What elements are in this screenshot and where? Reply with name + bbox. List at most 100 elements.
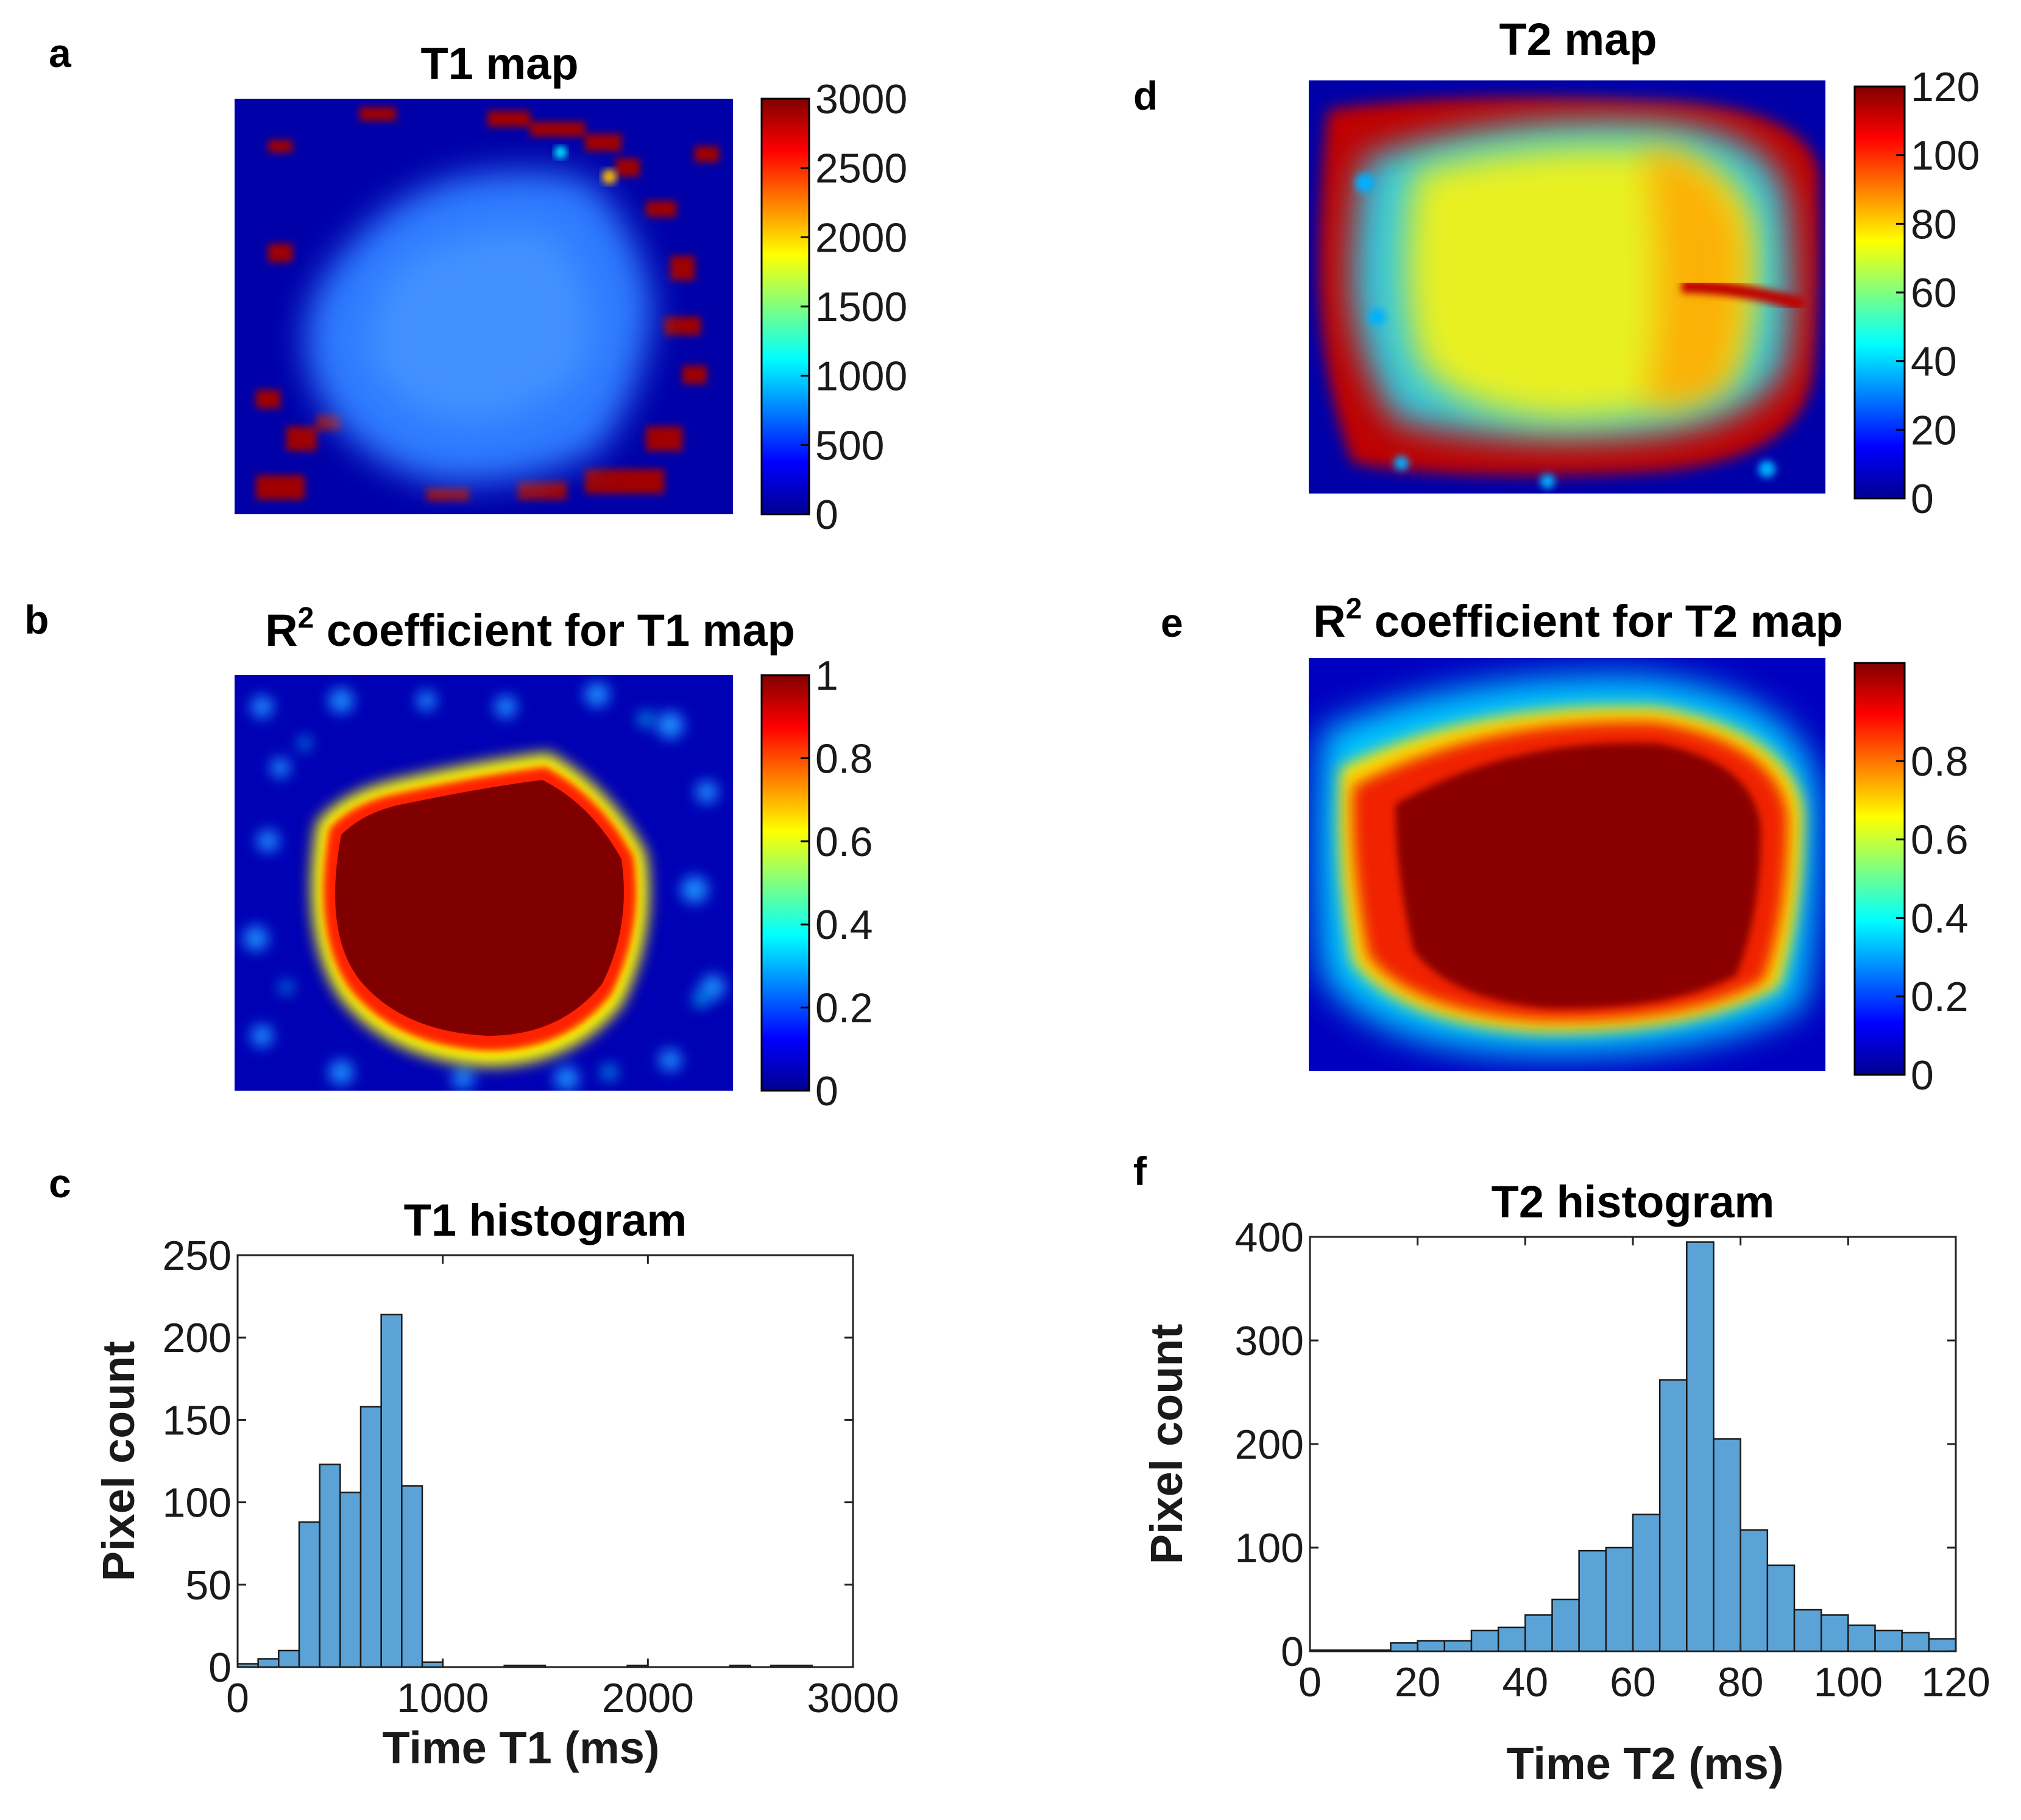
histogram-bar bbox=[503, 1665, 526, 1668]
y-tick-label: 50 bbox=[185, 1562, 232, 1609]
histogram-bar bbox=[1847, 1624, 1876, 1652]
histogram-bar bbox=[319, 1464, 341, 1668]
histogram-bar bbox=[380, 1314, 403, 1668]
panel-b: b R2 coefficient for T1 map bbox=[24, 597, 873, 1114]
histogram-bar bbox=[729, 1665, 751, 1668]
panel-label-a: a bbox=[49, 30, 72, 76]
histogram-bar bbox=[1766, 1564, 1796, 1652]
colorbar-tick-label: 1000 bbox=[815, 353, 907, 400]
x-tick-label: 3000 bbox=[807, 1675, 899, 1721]
t1-map-title: T1 map bbox=[420, 38, 578, 89]
colorbar-tick-label: 0.4 bbox=[1911, 895, 1969, 941]
colorbar-tick-label: 20 bbox=[1911, 407, 1957, 453]
panel-label-f: f bbox=[1133, 1149, 1147, 1194]
colorbar-tick-label: 0 bbox=[815, 1068, 838, 1114]
histogram-bar bbox=[1740, 1529, 1769, 1652]
histogram-bar bbox=[339, 1492, 362, 1668]
r2-t1-title-r: R bbox=[265, 605, 297, 656]
histogram-bar bbox=[1793, 1609, 1822, 1652]
panel-label-e: e bbox=[1161, 600, 1183, 645]
histogram-bar bbox=[1820, 1614, 1849, 1652]
y-tick-label: 300 bbox=[1235, 1318, 1304, 1364]
r2-t2-colorbar bbox=[1853, 662, 1906, 1076]
panel-c: c T1 histogram 0 1000 2000 3000 0 50 100 150 200 2… bbox=[49, 1161, 899, 1773]
colorbar-tick-label: 100 bbox=[1911, 133, 1980, 179]
x-tick-label: 80 bbox=[1718, 1659, 1764, 1705]
histogram-bar bbox=[1686, 1241, 1715, 1652]
r2-t1-title-sup: 2 bbox=[298, 602, 314, 634]
panel-a: a T1 map 300 bbox=[49, 30, 907, 538]
histogram-bar bbox=[626, 1665, 649, 1668]
histogram-bar bbox=[1417, 1640, 1446, 1652]
r2-t1-colorbar bbox=[760, 674, 810, 1092]
t2-colorbar-ticks: 120 100 80 60 40 20 0 bbox=[1896, 64, 1980, 522]
y-tick-label: 400 bbox=[1235, 1214, 1304, 1261]
histogram-bar bbox=[524, 1665, 547, 1668]
histogram-bar bbox=[401, 1485, 423, 1668]
panel-label-b: b bbox=[24, 597, 49, 642]
colorbar-tick-label: 60 bbox=[1911, 270, 1957, 316]
histogram-bar bbox=[1713, 1438, 1741, 1652]
colorbar-tick-label: 3000 bbox=[815, 76, 907, 122]
x-tick-label: 0 bbox=[226, 1675, 249, 1721]
r2-t1-title-rest: coefficient for T1 map bbox=[314, 605, 795, 656]
histogram-bar bbox=[1336, 1649, 1365, 1652]
panel-label-d: d bbox=[1133, 73, 1158, 118]
r2-t2-title-rest: coefficient for T2 map bbox=[1362, 596, 1842, 646]
colorbar-tick-label: 1 bbox=[815, 653, 838, 699]
bar-series bbox=[236, 1314, 813, 1668]
colorbar-tick-label: 2000 bbox=[815, 214, 907, 261]
colorbar-tick-label: 0.6 bbox=[1911, 817, 1969, 863]
colorbar-tick-label: 0.8 bbox=[1911, 738, 1969, 785]
chart-title: T1 histogram bbox=[404, 1195, 687, 1245]
histogram-bar bbox=[1605, 1546, 1634, 1652]
histogram-bar bbox=[1928, 1638, 1957, 1652]
histogram-bar bbox=[257, 1658, 280, 1668]
x-tick-label: 120 bbox=[1921, 1659, 1990, 1705]
t2-map-title: T2 map bbox=[1499, 14, 1657, 65]
r2-t1-map-image bbox=[235, 675, 733, 1091]
histogram-bar bbox=[1363, 1649, 1392, 1652]
r2-t1-colorbar-ticks: 1 0.8 0.6 0.4 0.2 0 bbox=[801, 653, 873, 1114]
colorbar-tick-label: 0.4 bbox=[815, 902, 873, 948]
x-tick-label: 2000 bbox=[602, 1675, 694, 1721]
histogram-bar bbox=[1632, 1514, 1661, 1652]
panel-f: f T2 histogram 0 20 40 60 80 100 120 0 100 200 300 4… bbox=[1133, 1149, 1991, 1789]
panel-d: d T2 map 120 100 80 60 40 20 0 bbox=[1133, 14, 1980, 522]
chart-title: T2 histogram bbox=[1492, 1177, 1775, 1227]
r2-t1-title: R2 coefficient for T1 map bbox=[265, 602, 795, 656]
bar-series bbox=[1309, 1241, 1957, 1652]
colorbar-tick-label: 0.6 bbox=[815, 819, 873, 865]
colorbar-tick-label: 40 bbox=[1911, 339, 1957, 385]
histogram-bar bbox=[1497, 1626, 1526, 1652]
y-tick-label: 100 bbox=[1235, 1525, 1304, 1571]
x-tick-label: 20 bbox=[1395, 1659, 1441, 1705]
t2-map-image bbox=[1309, 80, 1825, 494]
y-tick-label: 0 bbox=[1281, 1629, 1304, 1675]
x-tick-label: 100 bbox=[1814, 1659, 1883, 1705]
colorbar-tick-label: 1500 bbox=[815, 284, 907, 330]
colorbar-tick-label: 0.8 bbox=[815, 735, 873, 782]
y-axis-label: Pixel count bbox=[93, 1341, 144, 1582]
x-axis-label: Time T2 (ms) bbox=[1506, 1738, 1783, 1789]
histogram-bar bbox=[298, 1521, 320, 1668]
y-tick-label: 150 bbox=[163, 1397, 232, 1443]
histogram-bar bbox=[770, 1665, 793, 1668]
colorbar-tick-label: 0.2 bbox=[815, 985, 873, 1032]
histogram-bar bbox=[1443, 1640, 1473, 1652]
x-axis-label: Time T1 (ms) bbox=[382, 1723, 659, 1773]
t2-histogram: T2 histogram 0 20 40 60 80 100 120 0 100 200 300 400… bbox=[1141, 1177, 1991, 1789]
colorbar-tick-label: 500 bbox=[815, 422, 884, 469]
histogram-bar bbox=[1658, 1379, 1688, 1652]
y-tick-label: 100 bbox=[163, 1480, 232, 1526]
y-axis-label: Pixel count bbox=[1141, 1324, 1192, 1565]
histogram-bar bbox=[1551, 1598, 1580, 1652]
colorbar-tick-label: 2500 bbox=[815, 146, 907, 192]
x-tick-label: 60 bbox=[1610, 1659, 1656, 1705]
r2-t2-title-sup: 2 bbox=[1346, 593, 1362, 625]
r2-t2-title: R2 coefficient for T2 map bbox=[1313, 593, 1843, 646]
t1-map-image bbox=[235, 99, 733, 514]
colorbar-tick-label: 0 bbox=[815, 492, 838, 538]
colorbar-tick-label: 0.2 bbox=[1911, 974, 1969, 1020]
